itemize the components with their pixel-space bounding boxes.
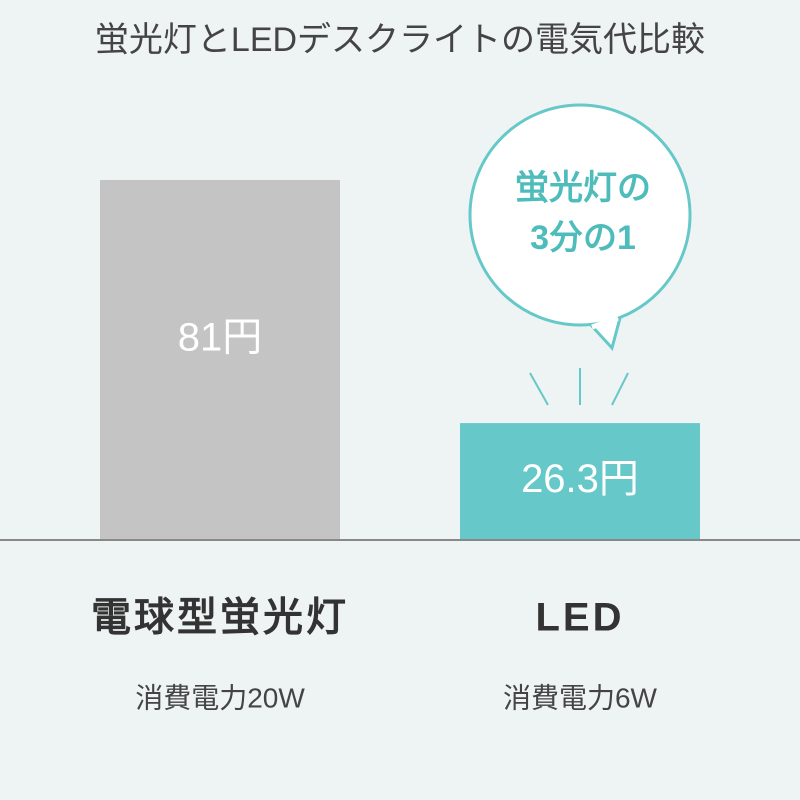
value-label: 81円 — [178, 316, 263, 360]
bubble-join — [591, 315, 619, 330]
speech-bubble: 蛍光灯の 3分の1 — [468, 103, 692, 406]
sparkle — [529, 372, 549, 406]
bar — [100, 180, 340, 540]
category-label: LED — [536, 596, 625, 640]
chart-title: 蛍光灯とLEDデスクライトの電気代比較 — [95, 21, 705, 59]
bubble — [468, 103, 692, 327]
annotation-line: 蛍光灯の — [515, 169, 651, 207]
annotation-line: 3分の1 — [530, 219, 636, 257]
category-note: 消費電力6W — [503, 682, 658, 713]
value-label: 26.3円 — [521, 457, 639, 501]
category-label: 電球型蛍光灯 — [91, 596, 349, 640]
bar — [460, 423, 700, 540]
category-note: 消費電力20W — [135, 682, 305, 713]
sparkle — [611, 372, 629, 406]
